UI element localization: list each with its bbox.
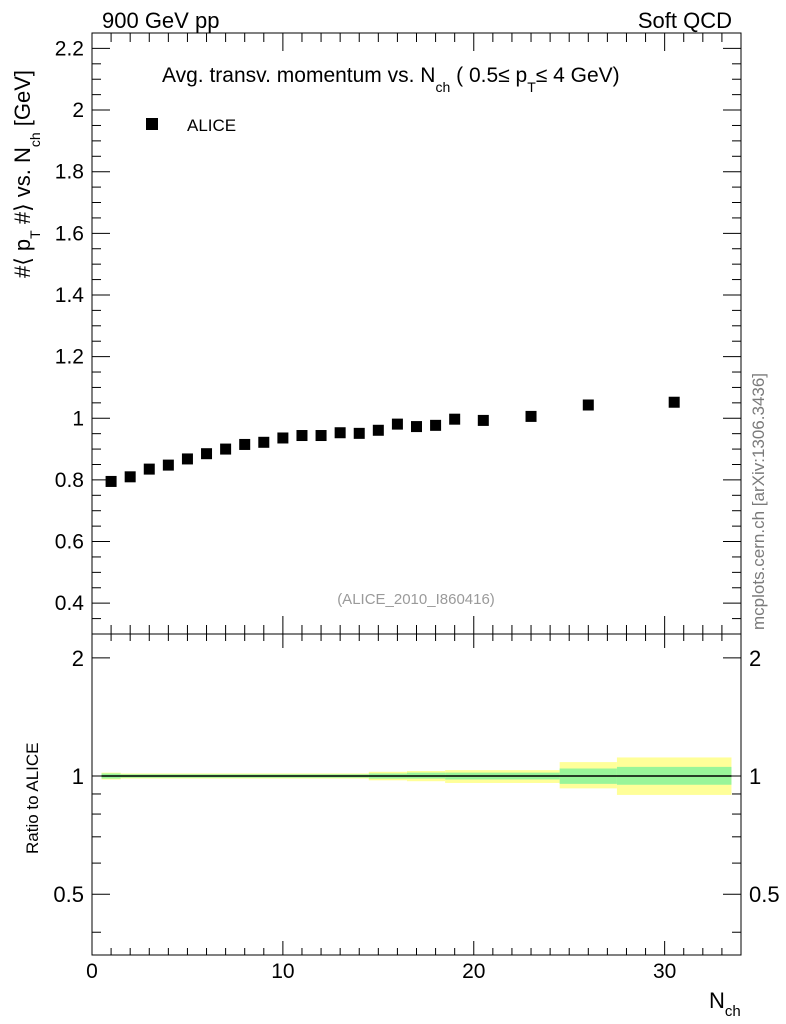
data-point [430, 419, 442, 431]
data-point [411, 421, 422, 433]
ratio-ytick-label-right: 2 [749, 646, 761, 671]
chart-title: Avg. transv. momentum vs. Nch ( 0.5≤ pT≤… [162, 64, 620, 95]
ratio-ytick-label-right: 1 [749, 764, 761, 789]
ratio-bands [101, 757, 732, 795]
main-ytick-label: 0.8 [55, 469, 84, 492]
data-point [372, 424, 384, 436]
data-point [391, 418, 403, 430]
plot-frames [91, 32, 742, 956]
main-ytick-label: 0.4 [55, 592, 85, 615]
axis-ticks [91, 32, 742, 955]
ratio-ytick-label-right: 0.5 [749, 882, 780, 907]
main-ytick-label: 1.6 [55, 222, 84, 245]
xtick-label: 10 [271, 960, 294, 983]
data-point [315, 430, 327, 442]
data-point [334, 427, 346, 439]
data-point [353, 427, 365, 439]
tick-labels: 0.4 0.6 0.8 1 1.2 1.4 1.6 1.8 2 2.2 0 10 20 30 0.5 0.5 1… [53, 37, 779, 983]
data-point [582, 399, 594, 411]
legend-marker [146, 118, 158, 130]
main-ytick-label: 1.8 [55, 161, 84, 184]
main-ytick-label: 1.2 [55, 346, 84, 369]
data-point [220, 443, 232, 455]
data-point [277, 432, 289, 444]
xtick-label: 20 [462, 960, 485, 983]
data-point [296, 430, 308, 442]
main-ytick-label: 0.6 [55, 531, 84, 554]
data-point [668, 396, 680, 408]
ratio-ytick-label-left: 2 [72, 646, 84, 671]
main-ytick-label: 1.4 [55, 284, 85, 307]
data-point [124, 471, 136, 483]
main-ytick-label: 1 [72, 407, 84, 430]
data-points [105, 396, 680, 487]
ratio-ytick-label-left: 0.5 [53, 882, 84, 907]
main-ytick-label: 2 [72, 99, 84, 122]
xtick-label: 30 [653, 960, 676, 983]
data-point [181, 453, 193, 465]
xtick-label: 0 [86, 960, 98, 983]
legend-label: ALICE [187, 116, 236, 135]
xlabel: Nch [709, 988, 741, 1020]
data-point [201, 448, 213, 460]
header-right: Soft QCD [638, 8, 732, 33]
analysis-watermark: (ALICE_2010_I860416) [337, 591, 495, 608]
data-point [525, 410, 537, 422]
data-point [258, 436, 270, 448]
ratio-ytick-label-left: 1 [72, 764, 84, 789]
data-point [162, 459, 174, 471]
ratio-ylabel: Ratio to ALICE [23, 742, 42, 854]
data-point [449, 413, 461, 425]
side-source-label: mcplots.cern.ch [arXiv:1306.3436] [749, 373, 768, 630]
data-point [105, 475, 117, 487]
main-ytick-label: 2.2 [55, 37, 84, 60]
data-point [239, 438, 251, 450]
data-point [477, 414, 489, 426]
header-left: 900 GeV pp [102, 8, 219, 33]
data-point [143, 463, 155, 475]
main-ylabel: #⟨ pT #⟩ vs. Nch [GeV] [10, 70, 43, 278]
